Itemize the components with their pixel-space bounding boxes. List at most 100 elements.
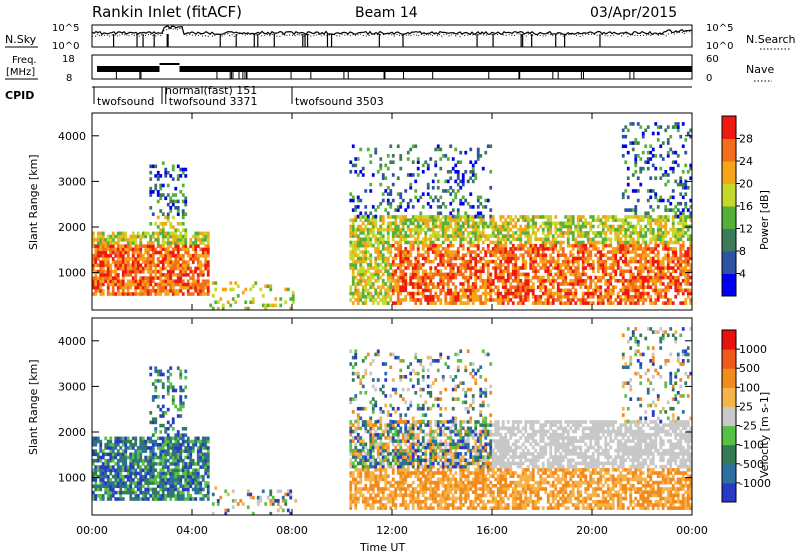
heatmap-cell bbox=[131, 455, 135, 460]
heatmap-cell bbox=[136, 497, 140, 501]
heatmap-cell bbox=[204, 452, 208, 457]
heatmap-cell bbox=[114, 452, 118, 457]
heatmap-cell bbox=[189, 474, 193, 479]
heatmap-cell bbox=[416, 237, 420, 242]
heatmap-cell bbox=[636, 278, 640, 283]
heatmap-cell bbox=[569, 253, 573, 258]
heatmap-cell bbox=[356, 205, 360, 209]
heatmap-cell bbox=[424, 234, 428, 238]
heatmap-cell bbox=[401, 275, 405, 280]
heatmap-cell bbox=[164, 241, 168, 245]
heatmap-cell bbox=[586, 247, 590, 251]
heatmap-cell bbox=[649, 294, 653, 299]
heatmap-cell bbox=[366, 294, 370, 299]
heatmap-cell bbox=[164, 250, 168, 255]
heatmap-cell bbox=[356, 259, 360, 264]
heatmap-cell bbox=[436, 253, 440, 258]
heatmap-cell bbox=[479, 275, 483, 280]
heatmap-cell bbox=[669, 237, 673, 242]
heatmap-cell bbox=[509, 256, 513, 261]
heatmap-cell bbox=[359, 250, 363, 254]
heatmap-cell bbox=[124, 481, 128, 485]
heatmap-cell bbox=[206, 241, 210, 245]
heatmap-cell bbox=[474, 231, 478, 235]
heatmap-cell bbox=[141, 257, 145, 261]
heatmap-cell bbox=[151, 449, 155, 453]
heatmap-cell bbox=[659, 272, 663, 277]
heatmap-cell bbox=[369, 263, 373, 267]
heatmap-cell bbox=[446, 288, 450, 293]
heatmap-cell bbox=[679, 266, 683, 270]
heatmap-cell bbox=[556, 272, 560, 277]
heatmap-cell bbox=[231, 499, 235, 503]
heatmap-cell bbox=[581, 291, 585, 296]
heatmap-cell bbox=[504, 250, 508, 254]
heatmap-cell bbox=[561, 272, 565, 277]
heatmap-cell bbox=[206, 285, 210, 290]
heatmap-cell bbox=[376, 237, 380, 242]
heatmap-cell bbox=[144, 231, 148, 236]
heatmap-cell bbox=[596, 247, 600, 251]
heatmap-cell bbox=[649, 298, 653, 302]
heatmap-cell bbox=[514, 256, 518, 261]
heatmap-cell bbox=[394, 215, 398, 219]
heatmap-cell bbox=[666, 250, 670, 254]
heatmap-cell bbox=[169, 382, 173, 386]
heatmap-cell bbox=[426, 221, 430, 226]
heatmap-cell bbox=[216, 502, 220, 506]
heatmap-cell bbox=[676, 201, 680, 206]
heatmap-cell bbox=[589, 275, 593, 280]
heatmap-cell bbox=[469, 269, 473, 274]
heatmap-cell bbox=[431, 272, 435, 277]
heatmap-cell bbox=[384, 288, 388, 293]
heatmap-cell bbox=[359, 275, 363, 280]
heatmap-cell bbox=[516, 301, 520, 305]
heatmap-cell bbox=[644, 160, 648, 165]
heatmap-cell bbox=[391, 182, 395, 187]
heatmap-cell bbox=[549, 231, 553, 235]
heatmap-cell bbox=[386, 278, 390, 283]
heatmap-cell bbox=[514, 291, 518, 296]
heatmap-cell bbox=[246, 492, 250, 497]
heatmap-cell bbox=[464, 269, 468, 274]
heatmap-cell bbox=[151, 487, 155, 492]
heatmap-cell bbox=[189, 449, 193, 453]
heatmap-cell bbox=[359, 298, 363, 302]
heatmap-cell bbox=[129, 481, 133, 485]
heatmap-cell bbox=[576, 298, 580, 302]
heatmap-cell bbox=[581, 259, 585, 264]
heatmap-cell bbox=[684, 253, 688, 258]
heatmap-cell bbox=[451, 157, 455, 161]
heatmap-cell bbox=[381, 215, 385, 219]
heatmap-cell bbox=[384, 176, 388, 180]
heatmap-cell bbox=[106, 269, 110, 274]
heatmap-cell bbox=[651, 208, 655, 212]
heatmap-cell bbox=[366, 237, 370, 242]
heatmap-cell bbox=[401, 272, 405, 277]
heatmap-cell bbox=[549, 256, 553, 261]
heatmap-cell bbox=[454, 231, 458, 235]
heatmap-cell bbox=[541, 247, 545, 251]
heatmap-cell bbox=[171, 234, 175, 239]
heatmap-cell bbox=[551, 301, 555, 305]
heatmap-cell bbox=[371, 218, 375, 222]
heatmap-cell bbox=[584, 282, 588, 286]
heatmap-cell bbox=[636, 243, 640, 248]
heatmap-cell bbox=[171, 215, 175, 220]
heatmap-cell bbox=[591, 294, 595, 299]
heatmap-cell bbox=[631, 141, 635, 145]
heatmap-cell bbox=[556, 234, 560, 238]
heatmap-cell bbox=[134, 285, 138, 290]
heatmap-cell bbox=[471, 266, 475, 270]
heatmap-cell bbox=[569, 215, 573, 219]
heatmap-cell bbox=[551, 237, 555, 242]
heatmap-cell bbox=[596, 294, 600, 299]
heatmap-cell bbox=[404, 253, 408, 258]
heatmap-cell bbox=[176, 253, 180, 258]
heatmap-cell bbox=[364, 253, 368, 258]
heatmap-cell bbox=[111, 446, 115, 450]
heatmap-cell bbox=[141, 462, 145, 466]
heatmap-cell bbox=[349, 499, 353, 504]
heatmap-cell bbox=[461, 291, 465, 296]
heatmap-cell bbox=[104, 257, 108, 261]
